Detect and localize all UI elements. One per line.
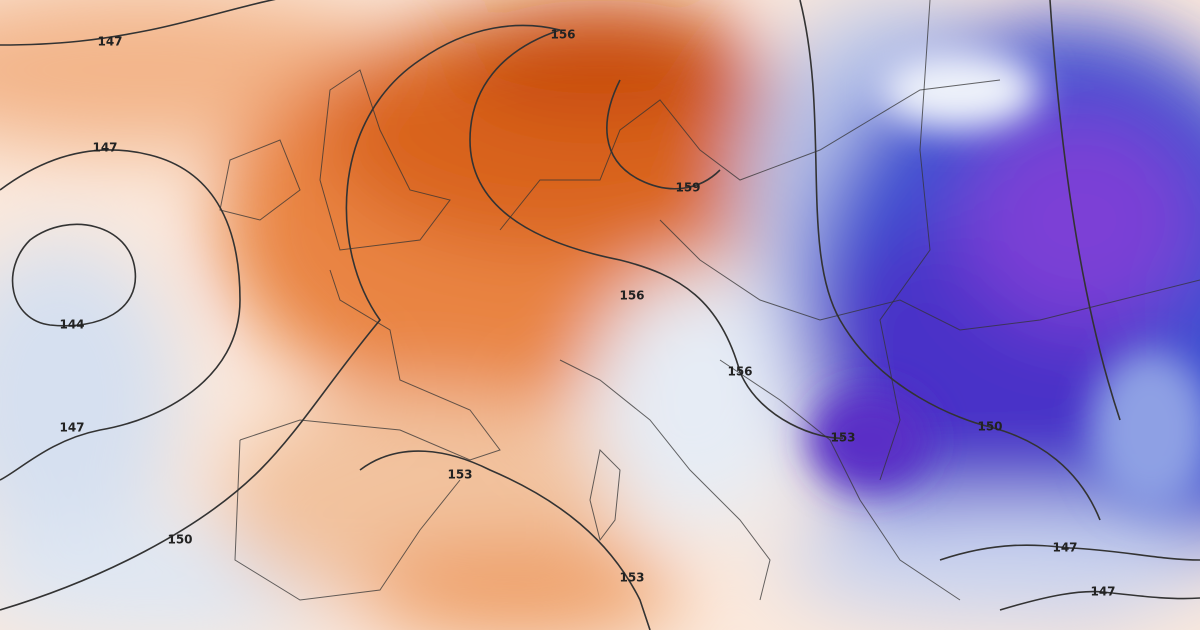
borders: [219, 0, 1200, 601]
coastline: [219, 139, 301, 221]
coastline: [239, 269, 501, 461]
contour-line: [1049, 0, 1121, 421]
contour-label: 147: [97, 35, 122, 49]
contour-label: 144: [59, 318, 84, 332]
contour-label: 147: [1090, 585, 1115, 599]
border-line: [879, 0, 931, 481]
contour-label: 153: [447, 468, 472, 482]
contour-line: [359, 450, 651, 630]
contour-label: 156: [727, 365, 752, 379]
contour-label: 147: [59, 421, 84, 435]
coastline: [559, 359, 771, 601]
coastline: [499, 79, 1001, 231]
contour-label: 147: [1052, 541, 1077, 555]
contour-line: [0, 24, 561, 611]
contour-line: [0, 149, 241, 481]
coastline: [589, 448, 621, 542]
border-line: [659, 219, 1200, 331]
contour-line: [0, 0, 276, 46]
contour-label: 156: [619, 289, 644, 303]
contour-label: 159: [675, 181, 700, 195]
contour-line: [799, 0, 1101, 521]
contour-line: [999, 590, 1200, 611]
contour-label: 150: [167, 533, 192, 547]
contour-line: [606, 79, 721, 190]
contour-label: 153: [830, 431, 855, 445]
coastline: [719, 359, 961, 601]
contour-line: [469, 29, 844, 439]
coastline: [319, 69, 451, 251]
coastline: [234, 439, 461, 601]
contour-label: 156: [550, 28, 575, 42]
contour-label: 153: [619, 571, 644, 585]
contour-line: [939, 544, 1200, 561]
contour-label: 150: [977, 420, 1002, 434]
contour-label: 147: [92, 141, 117, 155]
contour-line: [11, 223, 137, 327]
contour-labels: 147 147 144 147 150 153 156 159 156 156 153 150 153 1…: [59, 28, 1115, 599]
anomaly-detail: [810, 50, 1200, 510]
